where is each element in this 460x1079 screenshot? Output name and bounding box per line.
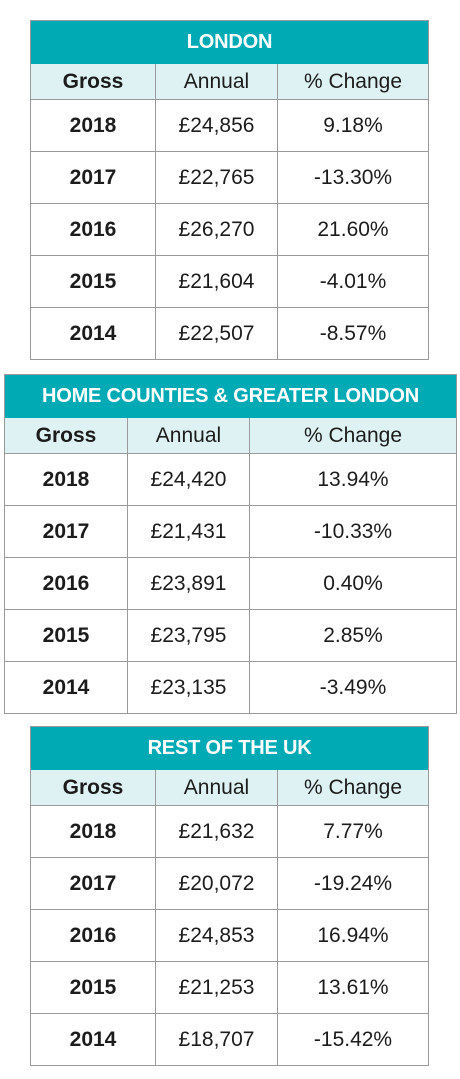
change-cell: 13.61% bbox=[277, 962, 428, 1013]
annual-cell: £21,604 bbox=[155, 256, 277, 307]
annual-cell: £23,135 bbox=[127, 662, 249, 713]
table-row: 2015 £21,604 -4.01% bbox=[31, 255, 428, 307]
table-row: 2014 £18,707 -15.42% bbox=[31, 1013, 428, 1065]
table-header-row: Gross Annual % Change bbox=[31, 770, 428, 805]
annual-cell: £26,270 bbox=[155, 204, 277, 255]
year-cell: 2016 bbox=[69, 217, 117, 241]
year-cell: 2016 bbox=[42, 571, 90, 595]
change-cell: -8.57% bbox=[277, 308, 428, 359]
annual-cell: £18,707 bbox=[155, 1014, 277, 1065]
annual-cell: £21,632 bbox=[155, 806, 277, 857]
table-row: 2018 £21,632 7.77% bbox=[31, 805, 428, 857]
header-change: % Change bbox=[277, 64, 428, 99]
table-row: 2016 £26,270 21.60% bbox=[31, 203, 428, 255]
change-cell: 7.77% bbox=[277, 806, 428, 857]
change-cell: -13.30% bbox=[277, 152, 428, 203]
year-cell: 2017 bbox=[42, 519, 90, 543]
annual-cell: £23,891 bbox=[127, 558, 249, 609]
table-row: 2016 £23,891 0.40% bbox=[5, 557, 456, 609]
change-cell: 2.85% bbox=[249, 610, 456, 661]
annual-cell: £22,765 bbox=[155, 152, 277, 203]
header-annual: Annual bbox=[155, 770, 277, 805]
header-change: % Change bbox=[277, 770, 428, 805]
year-cell: 2014 bbox=[69, 1027, 117, 1051]
year-cell: 2018 bbox=[69, 819, 117, 843]
table-row: 2016 £24,853 16.94% bbox=[31, 909, 428, 961]
annual-cell: £24,853 bbox=[155, 910, 277, 961]
table-row: 2017 £20,072 -19.24% bbox=[31, 857, 428, 909]
table-row: 2017 £21,431 -10.33% bbox=[5, 505, 456, 557]
change-cell: -19.24% bbox=[277, 858, 428, 909]
annual-cell: £24,856 bbox=[155, 100, 277, 151]
table-row: 2014 £22,507 -8.57% bbox=[31, 307, 428, 359]
home-counties-table: HOME COUNTIES & GREATER LONDON Gross Ann… bbox=[4, 374, 457, 714]
change-cell: -15.42% bbox=[277, 1014, 428, 1065]
year-cell: 2018 bbox=[69, 113, 117, 137]
annual-cell: £22,507 bbox=[155, 308, 277, 359]
change-cell: -4.01% bbox=[277, 256, 428, 307]
year-cell: 2015 bbox=[69, 269, 117, 293]
year-cell: 2014 bbox=[69, 321, 117, 345]
change-cell: 9.18% bbox=[277, 100, 428, 151]
london-table: LONDON Gross Annual % Change 2018 £24,85… bbox=[30, 20, 429, 360]
table-row: 2015 £23,795 2.85% bbox=[5, 609, 456, 661]
change-cell: -10.33% bbox=[249, 506, 456, 557]
change-cell: 0.40% bbox=[249, 558, 456, 609]
change-cell: 16.94% bbox=[277, 910, 428, 961]
header-annual: Annual bbox=[155, 64, 277, 99]
annual-cell: £21,431 bbox=[127, 506, 249, 557]
table-header-row: Gross Annual % Change bbox=[31, 64, 428, 99]
annual-cell: £21,253 bbox=[155, 962, 277, 1013]
year-cell: 2017 bbox=[69, 165, 117, 189]
table-row: 2014 £23,135 -3.49% bbox=[5, 661, 456, 713]
annual-cell: £20,072 bbox=[155, 858, 277, 909]
table-title: HOME COUNTIES & GREATER LONDON bbox=[5, 375, 456, 418]
change-cell: 21.60% bbox=[277, 204, 428, 255]
header-gross: Gross bbox=[62, 775, 124, 799]
table-header-row: Gross Annual % Change bbox=[5, 418, 456, 453]
table-row: 2018 £24,420 13.94% bbox=[5, 453, 456, 505]
table-title: REST OF THE UK bbox=[31, 727, 428, 770]
rest-of-uk-table: REST OF THE UK Gross Annual % Change 201… bbox=[30, 726, 429, 1066]
header-gross: Gross bbox=[35, 423, 97, 447]
annual-cell: £24,420 bbox=[127, 454, 249, 505]
table-row: 2015 £21,253 13.61% bbox=[31, 961, 428, 1013]
change-cell: -3.49% bbox=[249, 662, 456, 713]
header-gross: Gross bbox=[62, 69, 124, 93]
year-cell: 2017 bbox=[69, 871, 117, 895]
year-cell: 2015 bbox=[42, 623, 90, 647]
year-cell: 2018 bbox=[42, 467, 90, 491]
change-cell: 13.94% bbox=[249, 454, 456, 505]
year-cell: 2016 bbox=[69, 923, 117, 947]
header-annual: Annual bbox=[127, 418, 249, 453]
table-row: 2017 £22,765 -13.30% bbox=[31, 151, 428, 203]
annual-cell: £23,795 bbox=[127, 610, 249, 661]
header-change: % Change bbox=[249, 418, 456, 453]
year-cell: 2015 bbox=[69, 975, 117, 999]
table-row: 2018 £24,856 9.18% bbox=[31, 99, 428, 151]
table-title: LONDON bbox=[31, 21, 428, 64]
year-cell: 2014 bbox=[42, 675, 90, 699]
